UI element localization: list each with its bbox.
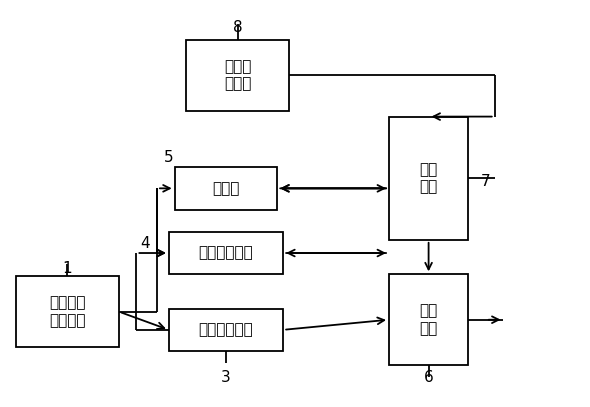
Text: 锁存
电路: 锁存 电路 bbox=[419, 162, 438, 195]
Bar bbox=[389, 274, 468, 365]
Text: 逻辑
电路: 逻辑 电路 bbox=[419, 304, 438, 336]
Bar bbox=[169, 232, 283, 274]
Text: 第一延时电路: 第一延时电路 bbox=[199, 322, 253, 337]
Text: 6: 6 bbox=[424, 370, 433, 385]
Text: 放电检
测电路: 放电检 测电路 bbox=[224, 59, 251, 91]
Bar bbox=[169, 309, 283, 351]
Text: 7: 7 bbox=[481, 174, 491, 189]
Bar bbox=[16, 276, 119, 347]
Text: 3: 3 bbox=[221, 370, 231, 385]
Bar bbox=[175, 167, 277, 210]
Text: 5: 5 bbox=[164, 149, 173, 164]
Text: 8: 8 bbox=[233, 20, 242, 35]
Text: 4: 4 bbox=[140, 236, 150, 252]
Text: 第二延时电路: 第二延时电路 bbox=[199, 245, 253, 260]
Bar bbox=[186, 40, 289, 111]
Text: 过充电压
判断电路: 过充电压 判断电路 bbox=[49, 295, 86, 328]
Bar bbox=[389, 116, 468, 240]
Text: 计数器: 计数器 bbox=[212, 181, 240, 196]
Text: 1: 1 bbox=[63, 260, 72, 276]
